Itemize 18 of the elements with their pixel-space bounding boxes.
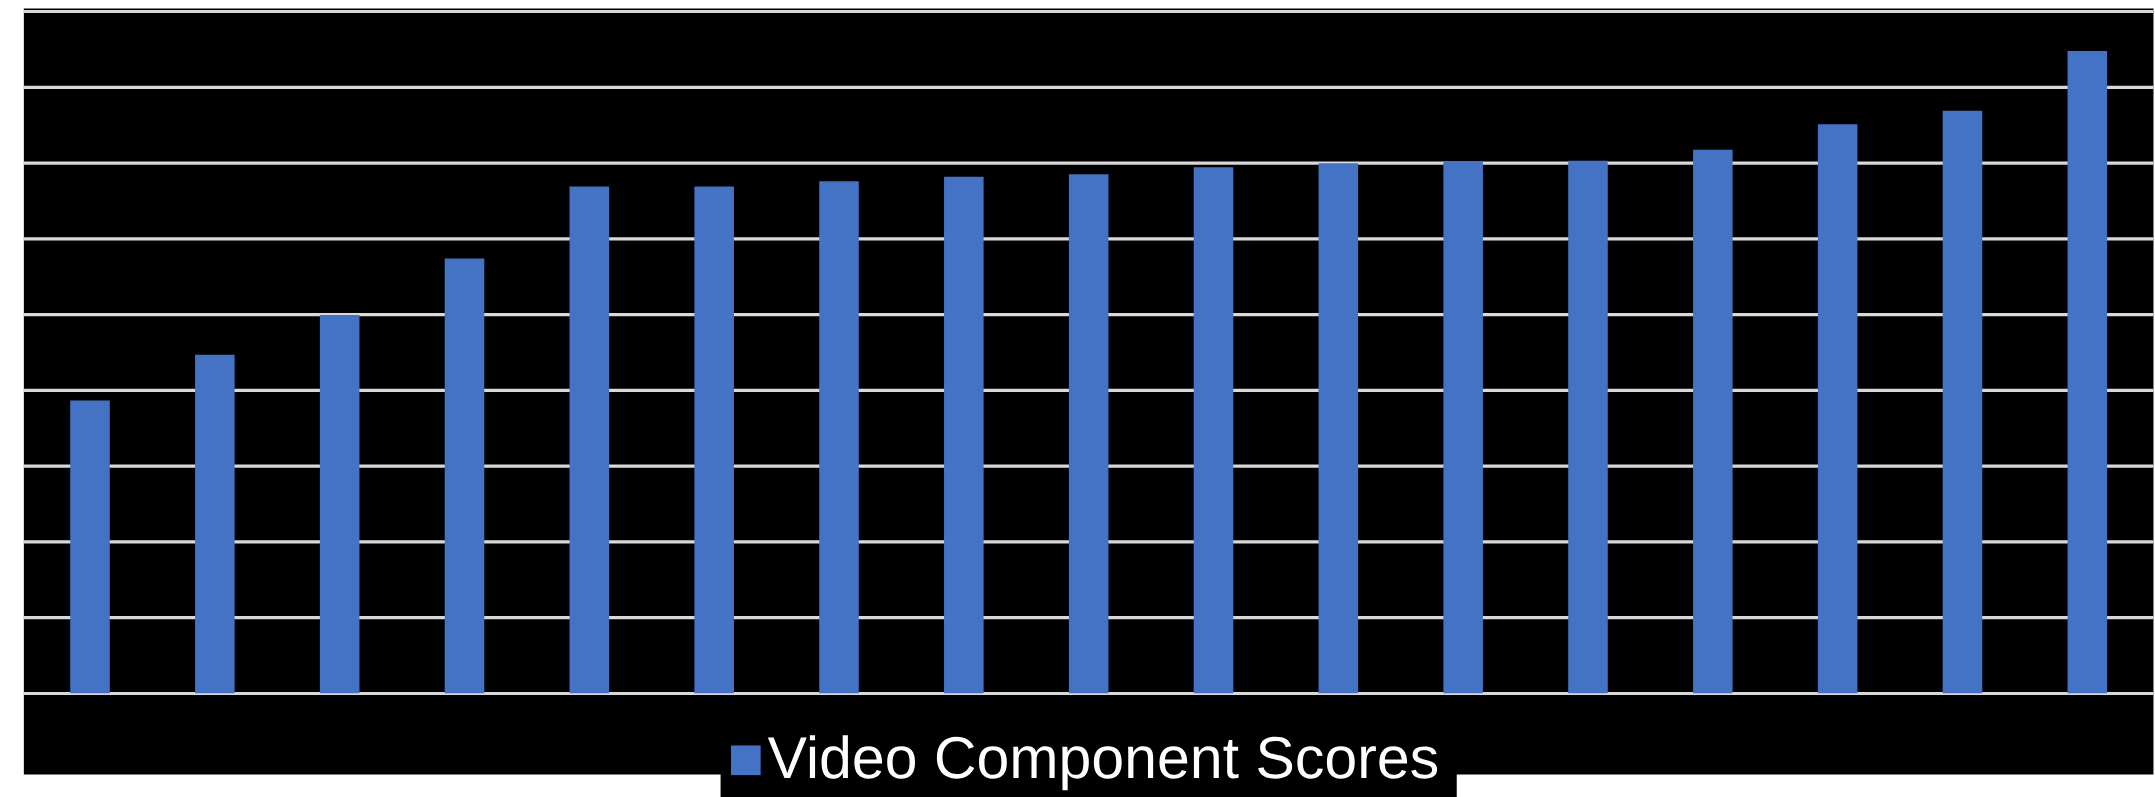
bar (70, 400, 110, 694)
bar (195, 354, 235, 694)
bar (1568, 160, 1608, 694)
bar (569, 186, 610, 694)
legend-label: Video Component Scores (767, 735, 1438, 791)
bar (1443, 161, 1483, 694)
bar (2067, 50, 2108, 694)
bar (1817, 124, 1858, 694)
bar (1193, 167, 1234, 694)
bar (944, 176, 984, 694)
bar (319, 314, 360, 694)
bar (1942, 110, 1983, 694)
bar (694, 186, 734, 694)
bar (444, 258, 485, 694)
bar (1318, 163, 1359, 694)
bar (819, 181, 859, 694)
bar (1068, 174, 1109, 694)
bar (1693, 149, 1733, 694)
